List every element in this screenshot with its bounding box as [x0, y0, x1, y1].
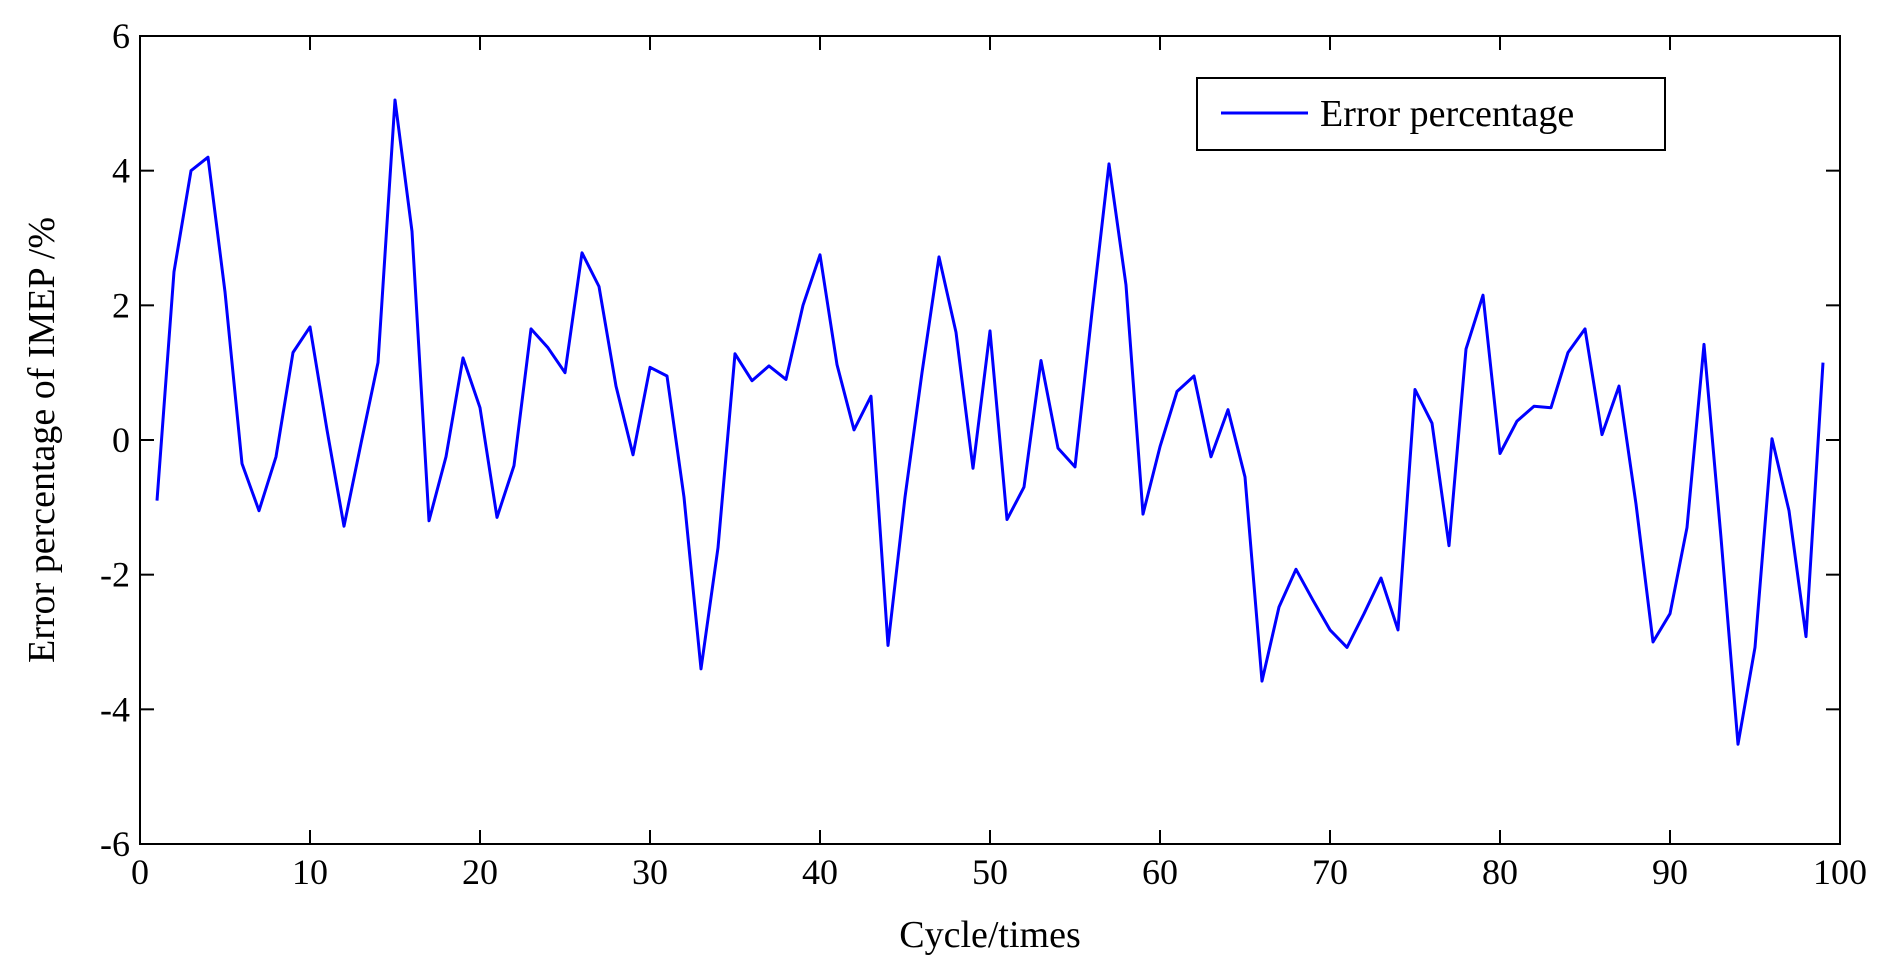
y-tick-label: -6	[100, 824, 130, 864]
x-tick-label: 60	[1142, 852, 1178, 892]
x-tick-label: 10	[292, 852, 328, 892]
x-tick-label: 50	[972, 852, 1008, 892]
y-tick-label: 4	[112, 151, 130, 191]
y-tick-label: 6	[112, 16, 130, 56]
y-tick-label: 0	[112, 420, 130, 460]
y-axis-title: Error percentage of IMEP /%	[21, 217, 63, 663]
y-tick-label: 2	[112, 285, 130, 325]
x-tick-label: 20	[462, 852, 498, 892]
plot-area	[139, 35, 1841, 845]
x-tick-label: 90	[1652, 852, 1688, 892]
x-tick-label: 30	[632, 852, 668, 892]
series-points	[156, 99, 1824, 745]
x-tick-label: 80	[1482, 852, 1518, 892]
axis-tick-labels: 0 10 20 30 40 50 60 70 80 90 100 -6 -4 -2 0 2 4 6	[100, 16, 1867, 892]
legend: Error percentage	[1196, 77, 1666, 151]
y-tick-label: -4	[100, 689, 130, 729]
x-tick-label: 0	[131, 852, 149, 892]
y-tick-label: -2	[100, 555, 130, 595]
x-axis-title: Cycle/times	[899, 914, 1081, 956]
legend-label: Error percentage	[1320, 93, 1574, 135]
x-tick-label: 70	[1312, 852, 1348, 892]
x-tick-label: 40	[802, 852, 838, 892]
x-tick-label: 100	[1813, 852, 1867, 892]
axis-ticks	[139, 35, 1841, 845]
